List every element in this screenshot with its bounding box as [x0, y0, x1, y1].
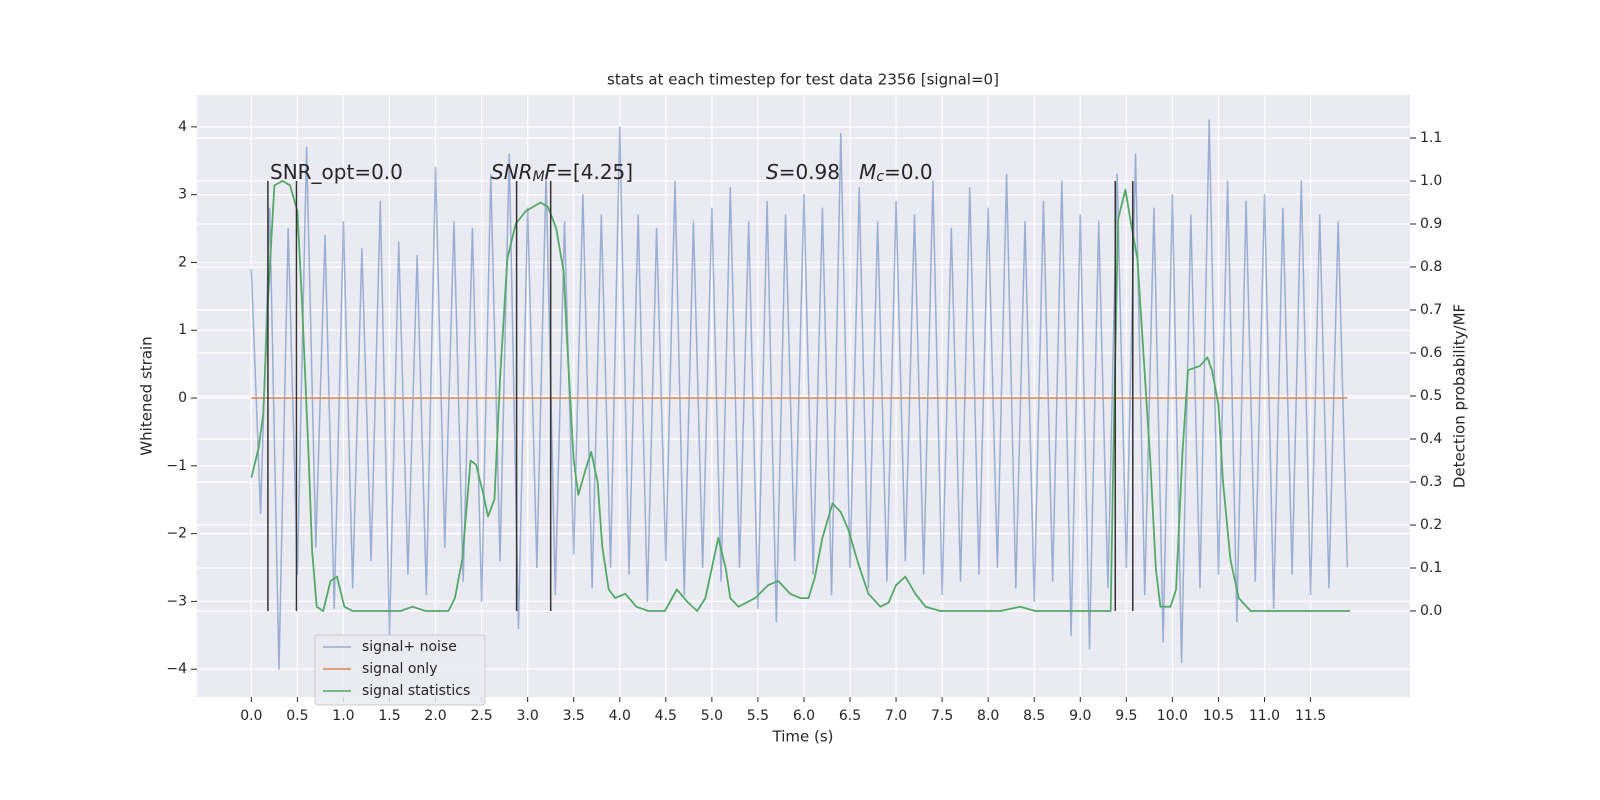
x-tick-label: 1.5 — [378, 708, 400, 724]
y2-tick-label: 0.1 — [1420, 560, 1442, 576]
series-line — [250, 119, 1349, 670]
y2-tick-label: 0.8 — [1420, 259, 1442, 275]
legend-box — [314, 634, 486, 706]
x-tick-label: 4.0 — [609, 708, 631, 724]
annotation-part: SNR_opt=0.0 — [270, 160, 403, 184]
x-tick-label: 2.0 — [424, 708, 446, 724]
legend-label: signal statistics — [362, 683, 470, 699]
legend: signal+ noise signal only signal statistic… — [314, 634, 486, 706]
y-tick-label: −3 — [166, 593, 187, 609]
y2-tick-label: 0.5 — [1420, 388, 1442, 404]
x-tick-label: 1.0 — [332, 708, 354, 724]
annotation-part: =0.0 — [884, 160, 933, 184]
annotation-part: M — [859, 160, 876, 184]
chart-title: stats at each timestep for test data 235… — [607, 71, 999, 89]
y2-tick-label: 0.9 — [1420, 216, 1442, 232]
y2-tick-label: 0.4 — [1420, 431, 1442, 447]
y-tick-label: −2 — [166, 526, 187, 542]
x-tick-label: 5.0 — [701, 708, 723, 724]
y-tick-label: 2 — [178, 254, 187, 270]
y2-tick-label: 1.1 — [1420, 130, 1442, 146]
x-tick-label: 10.0 — [1157, 708, 1188, 724]
y2-tick-label: 0.7 — [1420, 302, 1442, 318]
x-tick-label: 9.0 — [1069, 708, 1091, 724]
x-tick-label: 7.0 — [885, 708, 907, 724]
annotation: SNRMF=[4.25] — [491, 160, 633, 185]
x-tick-label: 0.0 — [240, 708, 262, 724]
annotation-part: =[4.25] — [556, 160, 633, 184]
x-tick-label: 11.5 — [1295, 708, 1326, 724]
x-tick-label: 7.5 — [931, 708, 953, 724]
x-tick-label: 3.5 — [563, 708, 585, 724]
x-tick-label: 8.0 — [977, 708, 999, 724]
x-tick-label: 4.5 — [655, 708, 677, 724]
y2-tick-label: 0.2 — [1420, 517, 1442, 533]
annotation-part: =0.98 — [779, 160, 859, 184]
y2-tick-label: 0.3 — [1420, 474, 1442, 490]
y2-axis-label: Detection probability/MF — [1451, 304, 1469, 488]
y-tick-label: 3 — [178, 187, 187, 203]
x-tick-label: 6.0 — [793, 708, 815, 724]
y2-tick-label: 0.6 — [1420, 345, 1442, 361]
x-tick-label: 5.5 — [747, 708, 769, 724]
y-tick-label: −1 — [166, 458, 187, 474]
annotation-part: SNR — [491, 160, 533, 184]
y2-tick-label: 1.0 — [1420, 173, 1442, 189]
y-tick-label: 0 — [178, 390, 187, 406]
x-tick-label: 6.5 — [839, 708, 861, 724]
x-tick-label: 10.5 — [1203, 708, 1234, 724]
annotation-part: S — [766, 160, 779, 184]
annotation-part: F — [545, 160, 557, 184]
y-tick-label: −4 — [166, 661, 187, 677]
x-tick-label: 2.5 — [470, 708, 492, 724]
x-axis-label: Time (s) — [772, 728, 834, 746]
y-axis-label: Whitened strain — [138, 336, 156, 455]
x-tick-label: 3.0 — [517, 708, 539, 724]
legend-label: signal+ noise — [362, 639, 457, 655]
x-tick-label: 11.0 — [1249, 708, 1280, 724]
annotation: S=0.98 Mc=0.0 — [766, 160, 933, 185]
x-tick-label: 8.5 — [1023, 708, 1045, 724]
y-tick-label: 4 — [178, 119, 187, 135]
x-tick-label: 0.5 — [286, 708, 308, 724]
annotation-part: c — [876, 169, 884, 185]
x-tick-label: 9.5 — [1115, 708, 1137, 724]
legend-label: signal only — [362, 661, 437, 677]
y-tick-label: 1 — [178, 322, 187, 338]
series-line — [250, 180, 1351, 612]
annotation: SNR_opt=0.0 — [270, 160, 403, 184]
y2-tick-label: 0.0 — [1420, 603, 1442, 619]
annotation-part: M — [533, 169, 545, 185]
